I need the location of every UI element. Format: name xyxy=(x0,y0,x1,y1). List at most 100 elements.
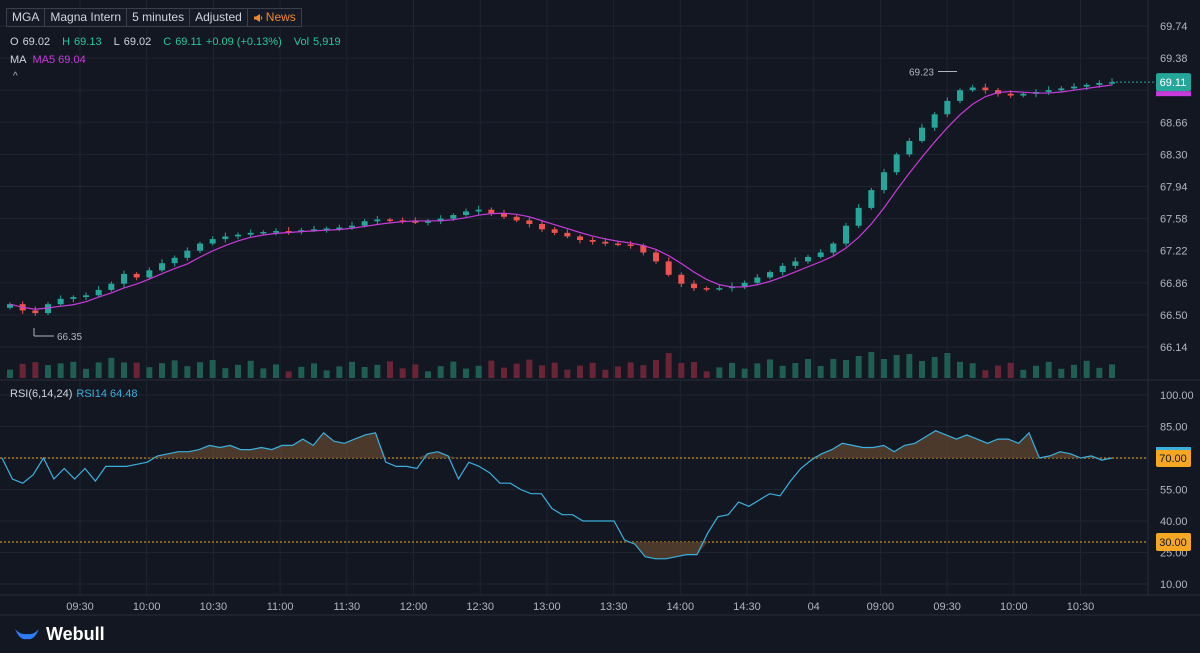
candle-body xyxy=(767,272,773,278)
candle-body xyxy=(412,221,419,223)
candle-body xyxy=(1020,93,1027,96)
candle-body xyxy=(311,229,317,231)
candle-body xyxy=(45,304,51,314)
candle-body xyxy=(855,207,862,226)
candle-body xyxy=(184,250,191,258)
volume-bar xyxy=(703,371,710,378)
volume-bar xyxy=(589,362,596,378)
volume-bar xyxy=(374,364,381,378)
volume-bar xyxy=(539,365,545,378)
volume-value: 5,919 xyxy=(313,36,341,48)
time-axis-label: 09:30 xyxy=(933,601,961,613)
time-axis-label: 13:30 xyxy=(600,601,628,613)
rsi-label: RSI(6,14,24) xyxy=(10,388,73,400)
candle-body xyxy=(754,277,761,283)
candle-body xyxy=(159,263,165,271)
volume-bar xyxy=(1045,361,1052,378)
volume-bar xyxy=(602,369,609,378)
price-axis-label: 68.30 xyxy=(1160,149,1188,161)
symbol-selector[interactable]: MGA xyxy=(6,8,45,27)
volume-bar xyxy=(159,363,165,378)
ma-label: MA xyxy=(10,54,27,66)
volume-bar xyxy=(640,365,647,378)
close-value: 69.11 xyxy=(175,36,202,48)
price-axis-label: 67.58 xyxy=(1160,214,1188,226)
candle-body xyxy=(475,209,482,212)
candle-body xyxy=(501,213,507,217)
volume-bar xyxy=(121,362,127,378)
price-axis-label: 67.22 xyxy=(1160,246,1188,258)
volume-bar xyxy=(1083,360,1090,378)
volume-bar xyxy=(57,363,64,378)
candle-body xyxy=(703,288,710,290)
candle-body xyxy=(260,231,267,234)
volume-bar xyxy=(855,356,862,378)
ma5-line xyxy=(9,84,1113,310)
collapse-chevron-icon[interactable]: ^ xyxy=(13,71,18,82)
volume-bar xyxy=(209,360,216,378)
rsi-overbought-fill xyxy=(2,430,1112,458)
interval-selector[interactable]: 5 minutes xyxy=(126,8,190,27)
candle-body xyxy=(906,141,913,155)
volume-bar xyxy=(551,362,558,378)
candle-body xyxy=(133,273,140,278)
rsi-lower-tag xyxy=(1156,533,1191,551)
candle-body xyxy=(171,257,178,264)
volume-bar xyxy=(387,361,393,378)
candle-body xyxy=(32,310,39,314)
candle-body xyxy=(982,87,989,91)
volume-bar xyxy=(716,367,723,378)
high-value: 69.13 xyxy=(74,36,102,48)
volume-bar xyxy=(184,366,191,378)
last-price-value: 69.11 xyxy=(1160,77,1187,89)
candle-body xyxy=(374,219,381,222)
candle-body xyxy=(779,265,786,273)
time-axis-label: 11:00 xyxy=(267,601,294,613)
candle-body xyxy=(1045,90,1052,92)
volume-bar xyxy=(957,361,963,378)
volume-bar xyxy=(361,367,368,378)
volume-bar xyxy=(285,371,292,378)
volume-bar xyxy=(298,366,305,378)
open-value: 69.02 xyxy=(22,36,51,48)
volume-bar xyxy=(665,353,672,378)
time-axis-label: 14:00 xyxy=(667,601,695,613)
volume-bar xyxy=(1033,365,1039,378)
rsi-upper-value: 70.00 xyxy=(1159,453,1187,465)
volume-bar xyxy=(171,360,178,378)
candle-body xyxy=(817,252,824,257)
candle-body xyxy=(57,298,64,305)
company-name[interactable]: Magna Intern xyxy=(44,8,127,27)
volume-bar xyxy=(1007,362,1014,378)
candle-body xyxy=(741,282,748,287)
candle-body xyxy=(969,87,976,91)
news-button[interactable]: News xyxy=(246,8,302,27)
candle-body xyxy=(121,273,127,284)
volume-bar xyxy=(906,354,913,378)
close-label: C xyxy=(163,36,172,48)
high-label: H xyxy=(62,36,71,48)
volume-bar xyxy=(779,365,786,378)
candle-body xyxy=(589,240,596,242)
adjust-selector[interactable]: Adjusted xyxy=(189,8,247,27)
volume-bar xyxy=(437,366,444,378)
volume-bar xyxy=(19,363,26,378)
candle-body xyxy=(526,220,533,224)
volume-bar xyxy=(627,362,634,378)
rsi-axis-label: 10.00 xyxy=(1160,579,1188,591)
candle-body xyxy=(653,252,659,262)
candle-body xyxy=(95,289,102,296)
candle-body xyxy=(919,127,925,142)
candle-body xyxy=(349,225,355,228)
candle-body xyxy=(691,283,697,289)
candle-body xyxy=(336,227,343,230)
volume-bar xyxy=(133,362,140,378)
volume-bar xyxy=(1109,364,1115,378)
volume-bar xyxy=(741,368,748,378)
volume-bar xyxy=(311,363,317,378)
candle-body xyxy=(1058,88,1065,91)
price-axis-label: 68.66 xyxy=(1160,117,1188,129)
candle-body xyxy=(640,245,647,253)
volume-bar xyxy=(273,364,279,378)
